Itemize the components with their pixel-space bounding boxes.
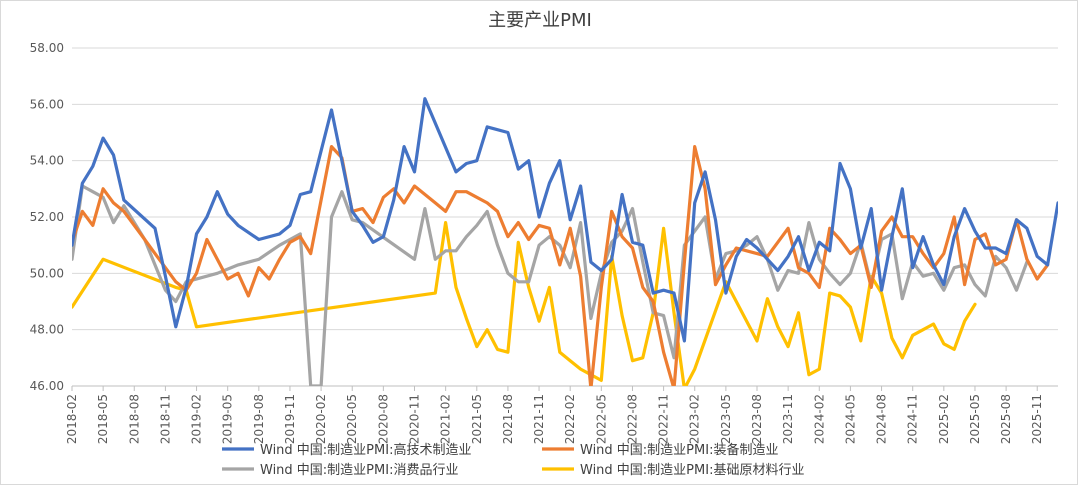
legend-label: Wind 中国:制造业PMI:消费品行业	[260, 463, 458, 478]
y-tick-label: 58.00	[30, 41, 64, 55]
legend-label: Wind 中国:制造业PMI:高技术制造业	[260, 442, 471, 458]
y-tick-label: 56.00	[30, 97, 64, 111]
x-tick-label: 2023-05	[719, 394, 733, 444]
y-tick-label: 52.00	[30, 210, 64, 224]
x-tick-label: 2025-08	[999, 394, 1013, 444]
x-tick-label: 2020-02	[314, 394, 328, 444]
x-tick-label: 2018-11	[158, 394, 172, 444]
series-line-1	[72, 97, 1058, 343]
series-line-4	[72, 221, 977, 386]
x-tick-label: 2024-11	[906, 394, 920, 444]
x-tick-label: 2024-02	[812, 394, 826, 444]
x-tick-label: 2018-02	[65, 394, 79, 444]
series-lines	[72, 97, 1058, 386]
x-tick-label: 2024-05	[843, 394, 857, 444]
x-tick-label: 2019-08	[252, 394, 266, 444]
x-tick-label: 2022-02	[563, 394, 577, 444]
y-tick-label: 50.00	[30, 266, 64, 280]
x-tick-label: 2020-08	[376, 394, 390, 444]
x-tick-label: 2021-11	[532, 394, 546, 444]
x-tick-label: 2023-11	[781, 394, 795, 444]
gridlines	[72, 47, 1058, 387]
x-tick-label: 2018-05	[96, 394, 110, 444]
y-tick-label: 48.00	[30, 323, 64, 337]
x-tick-label: 2023-08	[750, 394, 764, 444]
x-axis: 2018-02 2018-05 2018-08 2018-11 2019-02 2019-…	[65, 385, 1058, 444]
legend: Wind 中国:制造业PMI:高技术制造业 Wind 中国:制造业PMI:装备制造…	[222, 442, 804, 478]
x-tick-label: 2024-08	[875, 394, 889, 444]
x-tick-label: 2021-02	[439, 394, 453, 444]
x-tick-label: 2020-11	[408, 394, 422, 444]
x-tick-label: 2022-11	[657, 394, 671, 444]
x-tick-label: 2022-05	[594, 394, 608, 444]
x-tick-label: 2021-05	[470, 394, 484, 444]
y-tick-label: 54.00	[30, 154, 64, 168]
x-tick-label: 2021-08	[501, 394, 515, 444]
x-tick-label: 2025-02	[937, 394, 951, 444]
series-line-2	[72, 145, 1050, 386]
x-tick-label: 2020-05	[345, 394, 359, 444]
y-axis: 46.00 48.00 50.00 52.00 54.00 56.00 58.00	[30, 41, 64, 393]
legend-label: Wind 中国:制造业PMI:基础原材料行业	[580, 463, 804, 478]
x-tick-label: 2023-02	[688, 394, 702, 444]
x-tick-label: 2018-08	[127, 394, 141, 444]
chart-title: 主要产业PMI	[488, 10, 592, 31]
series-line-3	[72, 184, 1029, 386]
x-tick-label: 2019-02	[190, 394, 204, 444]
x-tick-label: 2025-05	[968, 394, 982, 444]
x-tick-label: 2019-05	[221, 394, 235, 444]
x-tick-label: 2019-11	[283, 394, 297, 444]
legend-label: Wind 中国:制造业PMI:装备制造业	[580, 442, 778, 458]
y-tick-label: 46.00	[30, 379, 64, 393]
x-tick-label: 2025-11	[1030, 394, 1044, 444]
x-tick-label: 2022-08	[625, 394, 639, 444]
